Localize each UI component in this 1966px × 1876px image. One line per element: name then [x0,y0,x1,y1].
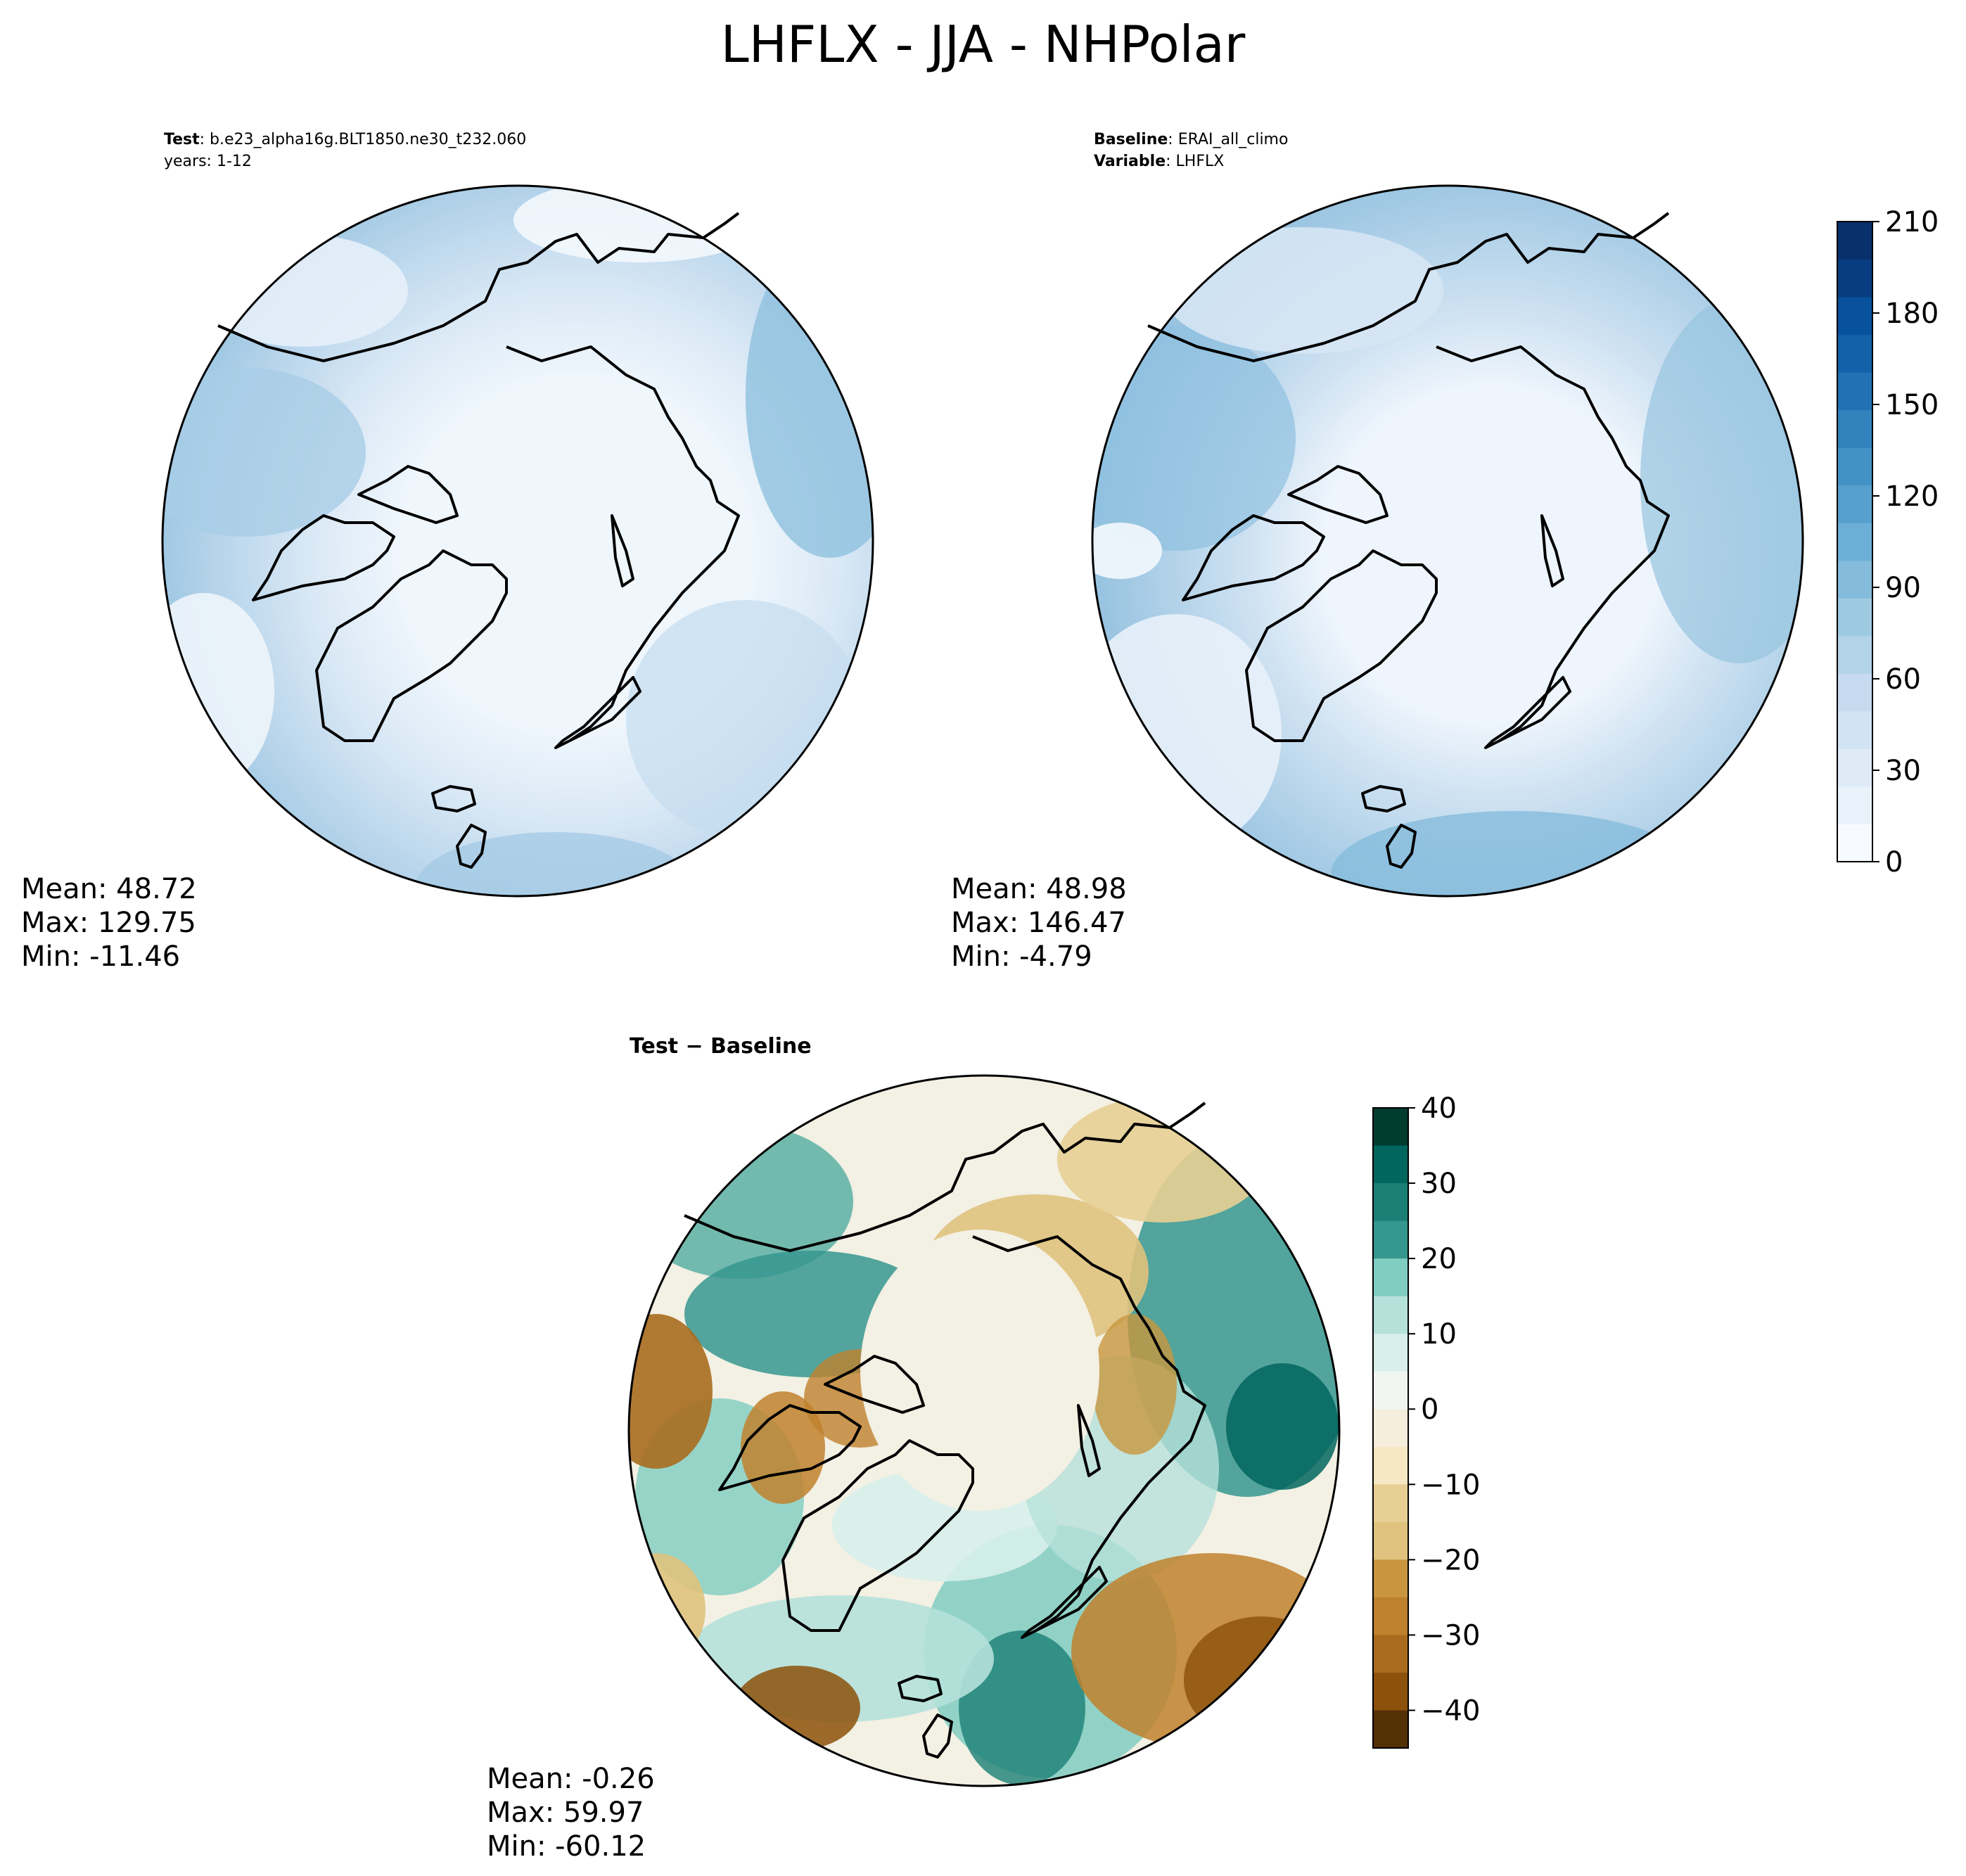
diff-colorbar-segment [1373,1108,1408,1147]
main-colorbar-segment [1837,710,1872,749]
main-colorbar-tick-label: 60 [1885,663,1921,696]
diff-colorbar-tick-label: −20 [1421,1544,1480,1576]
test-header: Test: b.e23_alpha16g.BLT1850.ne30_t232.0… [164,129,526,172]
baseline-label: Baseline [1094,131,1168,148]
variable-name: : LHFLX [1166,153,1225,170]
diff-colorbar-tick-label: 20 [1421,1243,1457,1275]
diff-colorbar-segment [1373,1296,1408,1334]
baseline-polar-map [1091,184,1804,898]
main-colorbar-segment [1837,560,1872,599]
test-stats: Mean: 48.72 Max: 129.75 Min: -11.46 [21,872,197,974]
difference-colorbar: 40 30 20 10 0 −10 −20 −30 −40 [1372,1092,1480,1749]
baseline-mean: Mean: 48.98 [951,873,1127,905]
diff-colorbar-tick-label: 40 [1421,1092,1457,1125]
main-colorbar-segment [1837,334,1872,373]
main-colorbar-segment [1837,523,1872,561]
main-colorbar-segment [1837,259,1872,298]
test-max: Max: 129.75 [21,907,196,939]
diff-colorbar-segment [1373,1220,1408,1259]
difference-polar-map [627,1074,1341,1787]
main-colorbar-segment [1837,409,1872,448]
baseline-min: Min: -4.79 [951,940,1092,973]
diff-colorbar-segment [1373,1183,1408,1222]
difference-stats: Mean: -0.26 Max: 59.97 Min: -60.12 [487,1762,655,1863]
difference-max: Max: 59.97 [487,1797,644,1829]
main-colorbar-segment [1837,824,1872,862]
diff-colorbar-segment [1373,1559,1408,1598]
main-colorbar-tick-label: 120 [1885,480,1939,513]
baseline-header: Baseline: ERAI_all_climo Variable: LHFLX [1094,129,1288,172]
baseline-max: Max: 146.47 [951,907,1126,939]
main-colorbar-tick-label: 90 [1885,572,1921,604]
main-colorbar-frame [1837,221,1873,862]
diff-colorbar-tick-label: 0 [1421,1393,1438,1426]
main-colorbar-tick-label: 30 [1885,755,1921,787]
difference-title: Test − Baseline [630,1034,812,1059]
main-colorbar-segment [1837,297,1872,336]
diff-colorbar-tick-label: −30 [1421,1619,1480,1652]
diff-colorbar-segment [1373,1635,1408,1673]
diff-colorbar-segment [1373,1710,1408,1749]
test-case-name: : b.e23_alpha16g.BLT1850.ne30_t232.060 [199,131,527,148]
main-colorbar-segment [1837,635,1872,674]
test-mean: Mean: 48.72 [21,873,197,905]
diff-colorbar-segment [1373,1484,1408,1523]
diff-colorbar-frame [1372,1107,1409,1749]
diff-colorbar-segment [1373,1521,1408,1560]
main-colorbar-segment [1837,485,1872,523]
diff-colorbar-tick-label: 30 [1421,1168,1457,1200]
test-years: years: 1-12 [164,153,252,170]
diff-colorbar-segment [1373,1371,1408,1410]
baseline-stats: Mean: 48.98 Max: 146.47 Min: -4.79 [951,872,1127,974]
diff-colorbar-segment [1373,1258,1408,1297]
diff-colorbar-tick-label: −40 [1421,1695,1480,1727]
main-colorbar-segment [1837,598,1872,637]
difference-mean: Mean: -0.26 [487,1763,655,1795]
difference-min: Min: -60.12 [487,1830,646,1863]
figure-title: LHFLX - JJA - NHPolar [720,15,1246,74]
main-colorbar-segment [1837,222,1872,260]
diff-colorbar-segment [1373,1145,1408,1184]
main-colorbar-segment [1837,786,1872,824]
diff-colorbar-segment [1373,1446,1408,1485]
main-colorbar-segment [1837,673,1872,712]
main-colorbar: 0 30 60 90 120 150 180 210 [1837,206,1939,879]
main-colorbar-tick-label: 150 [1885,389,1939,421]
diff-colorbar-tick-label: −10 [1421,1469,1480,1501]
main-colorbar-segment [1837,372,1872,411]
main-colorbar-tick-label: 0 [1885,846,1903,879]
main-colorbar-segment [1837,748,1872,787]
variable-label: Variable [1094,153,1166,170]
diff-colorbar-segment [1373,1334,1408,1372]
test-min: Min: -11.46 [21,940,181,973]
main-colorbar-tick-label: 180 [1885,298,1939,330]
main-colorbar-segment [1837,447,1872,486]
baseline-case-name: : ERAI_all_climo [1168,131,1289,148]
diff-colorbar-segment [1373,1672,1408,1711]
diff-colorbar-tick-label: 10 [1421,1318,1457,1351]
diff-colorbar-segment [1373,1409,1408,1448]
test-label: Test [164,131,200,148]
diff-colorbar-segment [1373,1597,1408,1635]
test-polar-map [161,184,874,898]
main-colorbar-tick-label: 210 [1885,206,1939,238]
